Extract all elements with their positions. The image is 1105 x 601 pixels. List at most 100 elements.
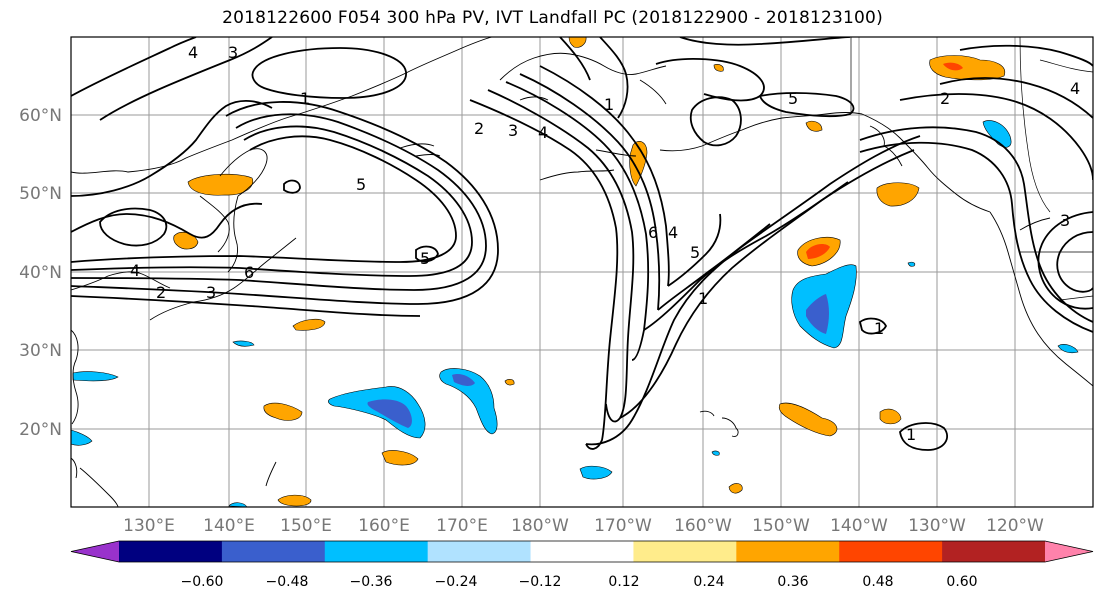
contour-label: 4 — [538, 123, 548, 142]
negative-anomaly-patch — [71, 429, 93, 446]
colorbar — [70, 540, 1094, 563]
negative-anomaly-patch — [72, 371, 119, 382]
positive-anomaly-patch — [263, 402, 303, 421]
contour-label: 3 — [206, 283, 216, 302]
lon-label: 170°W — [594, 516, 652, 536]
contour-label: 5 — [690, 243, 700, 262]
colorbar-tick-label: −0.48 — [266, 574, 309, 590]
contour-label: 6 — [648, 223, 658, 242]
ivt-anomaly-fills — [71, 37, 1079, 507]
positive-anomaly-patch — [713, 64, 724, 72]
lon-label: 150°E — [280, 516, 332, 536]
negative-anomaly-patch — [907, 261, 916, 267]
contour-label: 4 — [188, 43, 198, 62]
map-title: 2018122600 F054 300 hPa PV, IVT Landfall… — [222, 8, 883, 28]
colorbar-segment — [942, 541, 1046, 562]
contour-label: 3 — [228, 43, 238, 62]
colorbar-tick-label: 0.36 — [777, 574, 808, 590]
positive-anomaly-patch — [292, 318, 326, 331]
negative-anomaly-patch — [579, 465, 613, 480]
positive-anomaly-patch — [879, 408, 902, 425]
negative-anomaly-patch — [711, 450, 720, 456]
negative-anomaly-patch — [1057, 344, 1079, 354]
positive-anomaly-patch — [929, 55, 1006, 81]
colorbar-segment — [119, 541, 223, 562]
colorbar-segment — [530, 541, 634, 562]
strong-positive-anomaly-core — [806, 244, 830, 259]
contour-label: 4 — [1070, 79, 1080, 98]
pv-contours — [71, 37, 1093, 451]
negative-anomaly-patch — [982, 120, 1012, 148]
colorbar-segment — [427, 541, 532, 562]
strong-negative-anomaly-core — [452, 373, 475, 386]
contour-label: 1 — [874, 319, 884, 338]
negative-anomaly-patch — [439, 368, 498, 435]
positive-anomaly-patch — [504, 379, 515, 386]
colorbar-extend-max — [1045, 541, 1093, 562]
map-frame — [70, 36, 1094, 508]
colorbar-tick-label: −0.36 — [350, 574, 393, 590]
colorbar-tick-labels: −0.60 −0.48 −0.36 −0.24 −0.12 0.12 0.24 … — [181, 574, 978, 590]
lon-label: 120°W — [986, 516, 1044, 536]
lon-label: 140°E — [203, 516, 255, 536]
contour-label: 5 — [356, 175, 366, 194]
contour-label: 5 — [788, 89, 798, 108]
contour-label: 2 — [156, 283, 166, 302]
lon-label: 130°E — [123, 516, 175, 536]
colorbar-tick-label: −0.60 — [181, 574, 224, 590]
borders — [850, 37, 1093, 301]
contour-label: 1 — [300, 89, 310, 108]
colorbar-segment — [633, 541, 737, 562]
colorbar-tick-label: −0.12 — [519, 574, 562, 590]
strong-negative-anomaly-core — [806, 294, 829, 334]
positive-anomaly-patch — [805, 120, 823, 132]
positive-anomaly-patch — [277, 494, 312, 507]
latitude-labels: 60°N 50°N 40°N 30°N 20°N — [19, 106, 62, 440]
gridlines — [71, 37, 1093, 507]
lon-label: 170°E — [436, 516, 488, 536]
positive-anomaly-patch — [568, 37, 587, 48]
colorbar-tick-label: 0.12 — [608, 574, 639, 590]
lon-label: 140°W — [830, 516, 888, 536]
lat-label: 20°N — [19, 420, 62, 440]
negative-anomaly-patch — [232, 340, 255, 347]
colorbar-tick-label: 0.48 — [862, 574, 893, 590]
strong-negative-anomaly-core — [367, 399, 412, 428]
lon-label: 180°W — [511, 516, 569, 536]
lat-label: 30°N — [19, 341, 62, 361]
contour-label: 3 — [1060, 211, 1070, 230]
contour-label: 2 — [474, 119, 484, 138]
colorbar-outline — [70, 540, 1094, 563]
contour-label: 1 — [698, 289, 708, 308]
negative-anomaly-patch — [328, 386, 426, 439]
colorbar-segment — [221, 541, 326, 562]
lat-label: 50°N — [19, 184, 62, 204]
colorbar-segment — [324, 541, 429, 562]
contour-labels: 4 3 1 2 3 4 1 5 2 3 4 5 6 5 6 4 5 1 1 1 … — [130, 43, 1080, 444]
positive-anomaly-patch — [187, 173, 254, 196]
colorbar-tick-label: 0.24 — [693, 574, 724, 590]
contour-label: 3 — [508, 121, 518, 140]
lon-label: 150°W — [752, 516, 810, 536]
lon-label: 160°E — [358, 516, 410, 536]
contour-label: 4 — [130, 261, 140, 280]
contour-label: 1 — [906, 425, 916, 444]
contour-label: 4 — [668, 223, 678, 242]
longitude-labels: 130°E 140°E 150°E 160°E 170°E 180°W 170°… — [123, 516, 1044, 536]
colorbar-segment — [736, 541, 840, 562]
positive-anomaly-patch — [876, 182, 920, 207]
lat-label: 60°N — [19, 106, 62, 126]
lat-label: 40°N — [19, 263, 62, 283]
contour-label: 2 — [940, 89, 950, 108]
colorbar-segment — [839, 541, 943, 562]
positive-anomaly-patch — [381, 450, 419, 466]
colorbar-tick-label: 0.60 — [946, 574, 977, 590]
strong-positive-anomaly-core — [943, 62, 963, 71]
lon-label: 130°W — [908, 516, 966, 536]
colorbar-tick-label: −0.24 — [435, 574, 478, 590]
colorbar-extend-min — [71, 541, 119, 562]
coastlines — [71, 37, 1093, 507]
positive-anomaly-patch — [778, 402, 838, 437]
contour-label: 5 — [420, 249, 430, 268]
